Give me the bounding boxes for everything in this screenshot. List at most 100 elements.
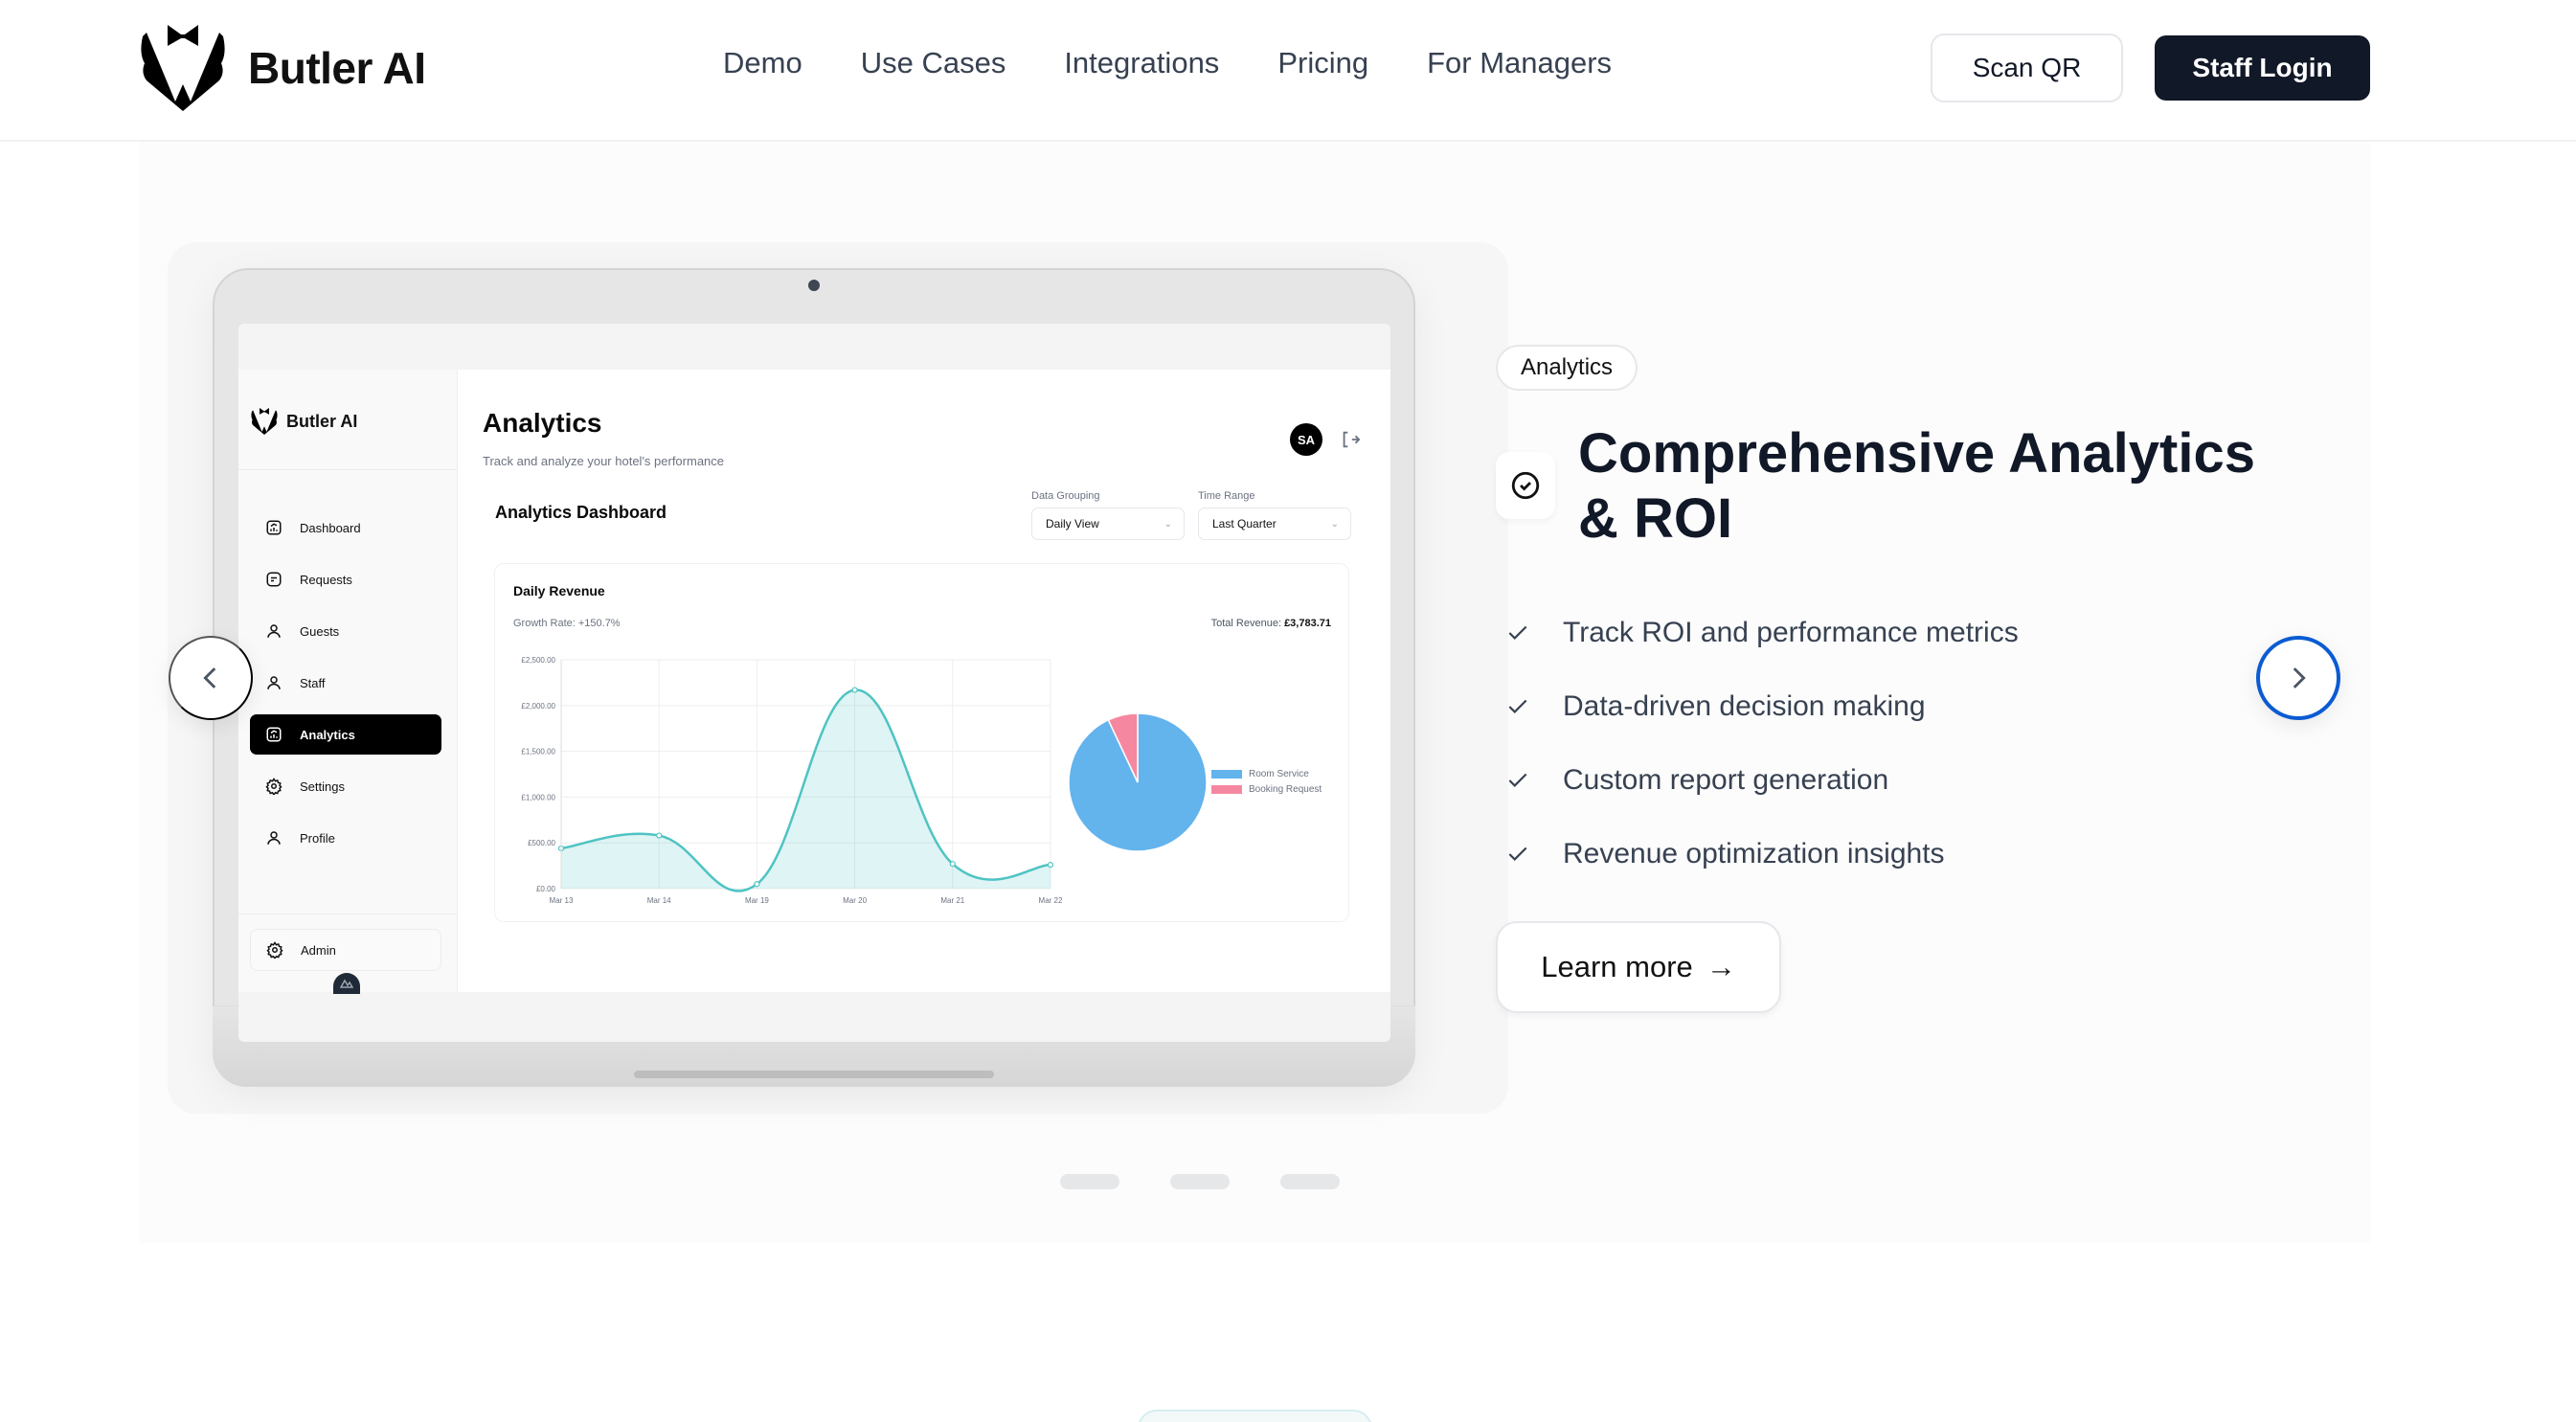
revenue-pie-chart (1068, 712, 1208, 852)
arrow-right-icon: → (1706, 950, 1736, 983)
nav-pricing[interactable]: Pricing (1277, 46, 1369, 79)
time-range-label: Time Range (1198, 490, 1255, 502)
carousel-dots (1060, 1174, 1340, 1189)
svg-text:Mar 19: Mar 19 (745, 896, 769, 905)
sidebar-item-staff[interactable]: Staff (250, 663, 441, 703)
select-value: Last Quarter (1212, 517, 1277, 530)
nav-integrations[interactable]: Integrations (1064, 46, 1220, 79)
sidebar-item-label: Settings (300, 779, 345, 794)
total-revenue: Total Revenue: £3,783.71 (1210, 618, 1331, 629)
main-nav: Demo Use Cases Integrations Pricing For … (723, 46, 1612, 80)
next-section-pill (1138, 1410, 1372, 1422)
tuxedo-logo-icon (141, 25, 225, 111)
sidebar-item-analytics[interactable]: Analytics (250, 714, 441, 755)
chart-square-icon (266, 520, 282, 535)
sidebar-item-label: Guests (300, 623, 340, 639)
staff-login-button[interactable]: Staff Login (2155, 35, 2370, 101)
sidebar-item-label: Staff (300, 675, 326, 690)
svg-text:Mar 22: Mar 22 (1039, 896, 1063, 905)
learn-more-button[interactable]: Learn more → (1496, 921, 1781, 1013)
svg-text:£1,500.00: £1,500.00 (521, 748, 555, 756)
gear-icon (266, 941, 283, 959)
camera-dot (808, 280, 820, 291)
heading-icon-box (1496, 452, 1555, 519)
growth-rate: Growth Rate: +150.7% (513, 618, 621, 629)
sidebar-item-profile[interactable]: Profile (250, 818, 441, 858)
check-icon (1508, 773, 1527, 787)
nav-demo[interactable]: Demo (723, 46, 802, 79)
svg-text:£2,000.00: £2,000.00 (521, 702, 555, 711)
logout-icon[interactable] (1340, 429, 1361, 450)
sidebar-item-label: Dashboard (300, 520, 361, 535)
carousel-dot-3[interactable] (1280, 1174, 1340, 1189)
data-grouping-label: Data Grouping (1031, 490, 1100, 502)
legend-item: Booking Request (1211, 784, 1322, 795)
laptop-screen: Butler AI Dashboard Requests Guests (238, 324, 1390, 1042)
svg-text:Mar 13: Mar 13 (550, 896, 574, 905)
sidebar-item-label: Requests (300, 572, 352, 587)
slide-heading: Comprehensive Analytics & ROI (1578, 422, 2255, 550)
avatar[interactable]: SA (1290, 423, 1322, 456)
user-icon (267, 676, 281, 689)
carousel-dot-2[interactable] (1170, 1174, 1230, 1189)
time-range-select[interactable]: Last Quarter ⌄ (1198, 508, 1351, 540)
select-value: Daily View (1046, 517, 1099, 530)
sidebar-item-requests[interactable]: Requests (250, 559, 441, 599)
feature-list: Track ROI and performance metrics Data-d… (1505, 596, 2019, 891)
carousel-next-button[interactable] (2256, 636, 2340, 720)
sidebar-item-label: Analytics (300, 727, 355, 742)
feature-item: Revenue optimization insights (1505, 817, 2019, 891)
sidebar-item-dashboard[interactable]: Dashboard (250, 508, 441, 548)
admin-label: Admin (301, 942, 336, 958)
svg-text:£2,500.00: £2,500.00 (521, 656, 555, 665)
brand-logo[interactable]: Butler AI (139, 25, 426, 111)
data-grouping-select[interactable]: Daily View ⌄ (1031, 508, 1185, 540)
carousel-dot-1[interactable] (1060, 1174, 1119, 1189)
feature-item: Custom report generation (1505, 743, 2019, 817)
revenue-chart-card: Daily Revenue Growth Rate: +150.7% Total… (494, 563, 1349, 922)
dashboard-title: Analytics Dashboard (495, 503, 667, 522)
mockup-main: Analytics Track and analyze your hotel's… (458, 370, 1390, 992)
check-circle-icon (1511, 471, 1540, 500)
sidebar-item-guests[interactable]: Guests (250, 611, 441, 651)
scan-qr-button[interactable]: Scan QR (1931, 34, 2123, 102)
check-icon (1508, 846, 1527, 861)
svg-text:Mar 20: Mar 20 (843, 896, 867, 905)
nav-for-managers[interactable]: For Managers (1427, 46, 1613, 79)
svg-text:£1,000.00: £1,000.00 (521, 793, 555, 801)
sidebar-item-label: Profile (300, 830, 335, 846)
user-icon (267, 624, 281, 638)
chevron-left-icon (203, 667, 216, 688)
divider (238, 469, 458, 470)
feature-item: Track ROI and performance metrics (1505, 596, 2019, 669)
page-title: Analytics (483, 408, 602, 438)
svg-text:£500.00: £500.00 (528, 839, 555, 847)
svg-text:£0.00: £0.00 (536, 885, 556, 893)
widget-launcher[interactable] (333, 973, 360, 994)
nav-use-cases[interactable]: Use Cases (860, 46, 1006, 79)
laptop-notch (634, 1071, 994, 1078)
chart-square-icon (266, 727, 282, 742)
legend-item: Room Service (1211, 769, 1322, 779)
admin-button[interactable]: Admin (250, 929, 441, 971)
mockup-brand: Butler AI (250, 408, 357, 435)
message-square-icon (266, 572, 282, 587)
chevron-down-icon: ⌄ (1164, 518, 1172, 530)
chevron-down-icon: ⌄ (1330, 518, 1339, 530)
category-badge: Analytics (1496, 345, 1638, 391)
pie-legend: Room Service Booking Request (1211, 769, 1322, 800)
chevron-right-icon (2293, 667, 2306, 688)
feature-item: Data-driven decision making (1505, 669, 2019, 743)
page-subtitle: Track and analyze your hotel's performan… (483, 454, 725, 468)
sidebar-item-settings[interactable]: Settings (250, 766, 441, 806)
chart-title: Daily Revenue (513, 583, 605, 598)
mountain-logo-icon (340, 979, 353, 988)
tuxedo-logo-icon (251, 408, 278, 435)
brand-name: Butler AI (248, 43, 426, 93)
svg-text:Mar 21: Mar 21 (940, 896, 964, 905)
check-icon (1508, 699, 1527, 713)
site-header: Butler AI Demo Use Cases Integrations Pr… (0, 0, 2576, 142)
laptop-mockup: Butler AI Dashboard Requests Guests (213, 268, 1415, 1087)
mockup-sidebar: Butler AI Dashboard Requests Guests (238, 370, 458, 994)
carousel-prev-button[interactable] (169, 636, 253, 720)
